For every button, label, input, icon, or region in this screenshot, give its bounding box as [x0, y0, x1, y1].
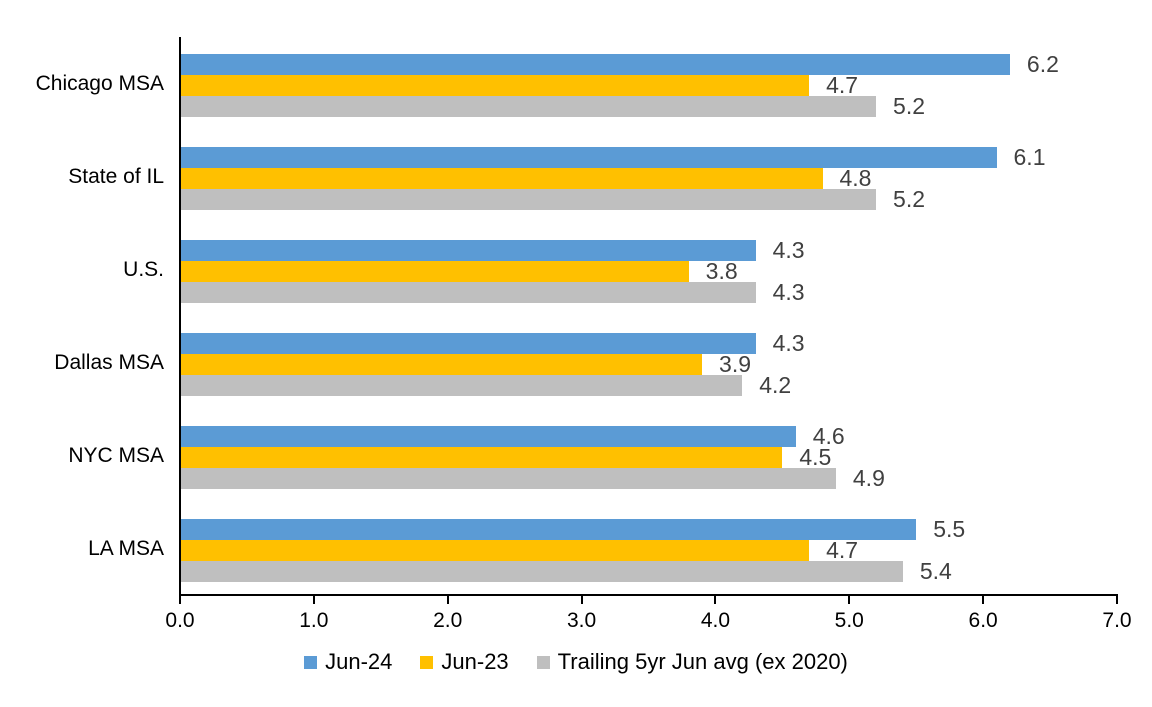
x-tick-label: 3.0	[566, 609, 597, 632]
legend-swatch-icon	[304, 655, 318, 669]
bar-trailing-5yr-jun-avg-ex-2020-dallas-msa	[180, 375, 743, 396]
value-label: 3.9	[719, 351, 752, 377]
legend-label: Jun-24	[325, 649, 393, 674]
category-label-nyc-msa: NYC MSA	[68, 443, 164, 467]
legend-swatch-icon	[536, 655, 550, 669]
value-label: 5.4	[919, 558, 952, 584]
bar-trailing-5yr-jun-avg-ex-2020-la-msa	[180, 561, 903, 582]
x-tick	[982, 596, 985, 604]
bar-jun-24-state-of-il	[180, 147, 997, 168]
bar-jun-23-nyc-msa	[180, 447, 783, 468]
bar-trailing-5yr-jun-avg-ex-2020-chicago-msa	[180, 96, 877, 117]
legend-item-trailing-5yr-jun-avg-ex-2020: Trailing 5yr Jun avg (ex 2020)	[536, 649, 848, 675]
value-label: 5.5	[933, 516, 966, 542]
bar-jun-24-chicago-msa	[180, 54, 1010, 75]
bar-jun-23-state-of-il	[180, 168, 823, 189]
x-tick	[446, 596, 449, 604]
bar-jun-23-chicago-msa	[180, 75, 810, 96]
x-tick-label: 2.0	[433, 609, 463, 632]
value-label: 4.8	[839, 165, 872, 191]
value-label: 6.1	[1013, 144, 1046, 170]
x-tick-label: 1.0	[299, 609, 329, 632]
x-axis-line	[179, 594, 1118, 596]
category-label-la-msa: LA MSA	[88, 536, 164, 560]
x-tick	[1116, 596, 1118, 604]
value-label: 4.5	[799, 444, 832, 470]
value-label: 4.7	[826, 537, 859, 563]
x-tick-label: 7.0	[1102, 609, 1132, 632]
category-label-chicago-msa: Chicago MSA	[35, 71, 164, 95]
bar-jun-24-nyc-msa	[180, 426, 796, 447]
bar-trailing-5yr-jun-avg-ex-2020-u-s	[180, 282, 756, 303]
bar-trailing-5yr-jun-avg-ex-2020-nyc-msa	[180, 468, 836, 489]
bar-jun-23-la-msa	[180, 540, 810, 561]
x-tick	[312, 596, 315, 604]
bar-jun-24-la-msa	[180, 519, 917, 540]
legend-label: Jun-23	[441, 649, 509, 674]
legend-label: Trailing 5yr Jun avg (ex 2020)	[557, 649, 848, 674]
x-tick	[848, 596, 851, 604]
value-label: 5.2	[893, 186, 926, 212]
value-label: 4.9	[852, 465, 885, 491]
bar-jun-23-dallas-msa	[180, 354, 703, 375]
legend-swatch-icon	[420, 655, 434, 669]
value-label: 6.2	[1026, 51, 1059, 77]
category-label-state-of-il: State of IL	[68, 164, 164, 188]
x-tick	[714, 596, 717, 604]
bar-jun-23-u-s	[180, 261, 689, 282]
value-label: 4.7	[826, 72, 859, 98]
x-tick-label: 6.0	[968, 609, 998, 632]
category-label-dallas-msa: Dallas MSA	[54, 350, 164, 374]
value-label: 3.8	[705, 258, 738, 284]
value-label: 4.6	[812, 423, 845, 449]
bar-jun-24-u-s	[180, 240, 756, 261]
value-label: 4.3	[772, 330, 805, 356]
legend-item-jun-23: Jun-23	[420, 649, 509, 675]
legend: Jun-24 Jun-23 Trailing 5yr Jun avg (ex 202…	[0, 649, 1152, 675]
bar-trailing-5yr-jun-avg-ex-2020-state-of-il	[180, 189, 877, 210]
x-tick-label: 4.0	[700, 609, 731, 632]
value-label: 4.3	[772, 279, 805, 305]
x-tick	[580, 596, 583, 604]
x-tick-label: 5.0	[834, 609, 864, 632]
value-label: 5.2	[893, 93, 926, 119]
legend-item-jun-24: Jun-24	[304, 649, 392, 675]
category-label-u-s: U.S.	[123, 257, 164, 281]
y-axis-line	[179, 37, 181, 604]
value-label: 4.3	[772, 237, 805, 263]
bar-jun-24-dallas-msa	[180, 333, 756, 354]
value-label: 4.2	[759, 372, 792, 398]
x-tick-label: 0.0	[165, 609, 195, 632]
